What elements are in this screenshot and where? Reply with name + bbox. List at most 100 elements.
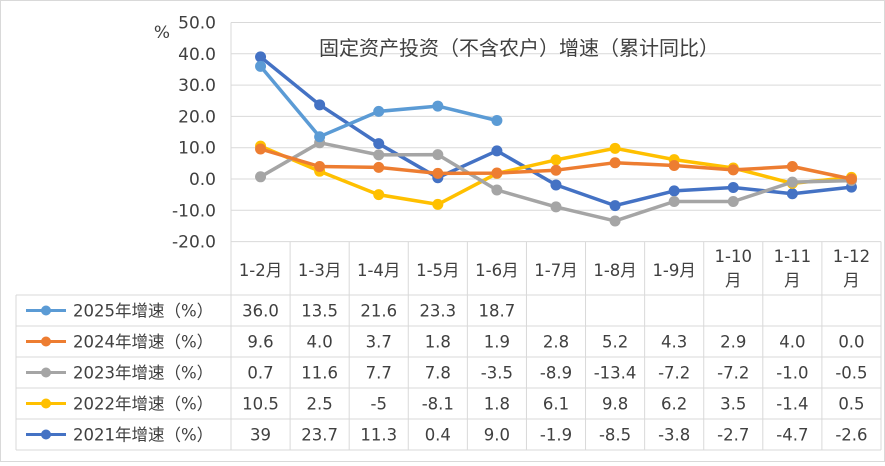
table-cell-value: -1.0 bbox=[776, 364, 808, 383]
data-point bbox=[786, 188, 798, 200]
legend-series-name: 2023年增速（%） bbox=[73, 364, 213, 383]
data-point bbox=[668, 196, 680, 208]
x-category-label: 1-11 bbox=[774, 247, 811, 266]
table-cell-value: 36.0 bbox=[242, 302, 279, 321]
table-cell-value: 2.5 bbox=[307, 395, 333, 414]
legend-key-marker bbox=[41, 336, 51, 347]
data-point bbox=[609, 200, 621, 212]
x-category-label: 1-10 bbox=[715, 247, 752, 266]
data-point bbox=[314, 131, 326, 143]
x-category-label: 1-4月 bbox=[357, 261, 400, 280]
y-tick-label: 20.0 bbox=[178, 107, 216, 127]
data-point bbox=[609, 157, 621, 169]
y-axis-unit: % bbox=[154, 23, 170, 43]
data-point bbox=[491, 167, 503, 179]
data-point bbox=[550, 179, 562, 191]
data-point bbox=[727, 196, 739, 208]
x-category-label: 1-12 bbox=[833, 247, 870, 266]
table-cell-value: -8.1 bbox=[422, 395, 454, 414]
table-cell-value: -2.6 bbox=[835, 426, 867, 445]
table-cell-value: 0.0 bbox=[838, 333, 864, 352]
table-cell-value: -5 bbox=[370, 395, 386, 414]
data-point bbox=[432, 198, 444, 210]
table-cell-value: 4.0 bbox=[307, 333, 333, 352]
data-point bbox=[432, 100, 444, 112]
table-cell-value: -0.5 bbox=[835, 364, 867, 383]
data-point bbox=[373, 105, 385, 117]
table-cell-value: -1.9 bbox=[540, 426, 572, 445]
data-point bbox=[432, 167, 444, 179]
data-point bbox=[432, 149, 444, 161]
data-point bbox=[314, 160, 326, 172]
y-tick-label: -20.0 bbox=[172, 233, 216, 253]
x-category-label: 月 bbox=[843, 271, 860, 290]
data-point bbox=[727, 181, 739, 193]
legend-key-marker bbox=[41, 429, 51, 440]
table-cell-value: 9.0 bbox=[484, 426, 510, 445]
table-cell-value: -8.9 bbox=[540, 364, 572, 383]
table-cell-value: -7.2 bbox=[717, 364, 749, 383]
legend-key-marker bbox=[41, 367, 51, 378]
data-point bbox=[668, 185, 680, 197]
table-cell-value: -3.8 bbox=[658, 426, 690, 445]
data-point bbox=[727, 164, 739, 176]
table-cell-value: 2.9 bbox=[720, 333, 746, 352]
y-tick-label: 10.0 bbox=[178, 139, 216, 159]
table-cell-value: -13.4 bbox=[594, 364, 637, 383]
table-cell-value: -8.5 bbox=[599, 426, 631, 445]
x-category-label: 1-7月 bbox=[534, 261, 577, 280]
table-cell-value: 5.2 bbox=[602, 333, 628, 352]
data-point bbox=[373, 161, 385, 173]
y-tick-label: -10.0 bbox=[172, 201, 216, 221]
legend-key-marker bbox=[41, 398, 51, 409]
table-cell-value: 13.5 bbox=[301, 302, 338, 321]
data-point bbox=[845, 173, 857, 185]
y-tick-label: 50.0 bbox=[178, 14, 216, 34]
x-category-label: 1-8月 bbox=[593, 261, 636, 280]
table-cell-value: 23.7 bbox=[301, 426, 338, 445]
table-cell-value: 4.0 bbox=[779, 333, 805, 352]
table-cell-value: -2.7 bbox=[717, 426, 749, 445]
table-cell-value: 6.2 bbox=[661, 395, 687, 414]
data-point bbox=[373, 138, 385, 150]
data-point bbox=[373, 189, 385, 201]
data-point bbox=[491, 145, 503, 157]
data-point bbox=[255, 51, 267, 63]
data-point bbox=[255, 60, 267, 72]
table-cell-value: -3.5 bbox=[481, 364, 513, 383]
table-cell-value: 1.8 bbox=[425, 333, 451, 352]
table-cell-value: 18.7 bbox=[479, 302, 516, 321]
legend-key-marker bbox=[41, 305, 51, 316]
data-point bbox=[255, 143, 267, 155]
table-cell-value: 4.3 bbox=[661, 333, 687, 352]
data-point bbox=[550, 164, 562, 176]
table-cell-value: 7.8 bbox=[425, 364, 451, 383]
table-cell-value: 11.6 bbox=[301, 364, 338, 383]
y-tick-label: 40.0 bbox=[178, 45, 216, 65]
data-point bbox=[786, 160, 798, 172]
data-point bbox=[373, 149, 385, 161]
legend-series-name: 2021年增速（%） bbox=[73, 426, 213, 445]
data-table: 1-2月 1-3月 1-4月 1-5月 1-6月 1-7月 1-8月 1-9月 1-10 月 1-1… bbox=[15, 22, 882, 451]
data-point bbox=[668, 160, 680, 172]
table-cell-value: 39 bbox=[250, 426, 271, 445]
series-layer bbox=[255, 51, 857, 227]
table-cell-value: 9.6 bbox=[247, 333, 273, 352]
table-cell-value: 0.7 bbox=[247, 364, 273, 383]
data-point bbox=[609, 142, 621, 154]
data-point bbox=[550, 154, 562, 166]
table-cell-value: 11.3 bbox=[360, 426, 397, 445]
table-cell-value: 23.3 bbox=[419, 302, 456, 321]
x-category-label: 1-5月 bbox=[416, 261, 459, 280]
legend-series-name: 2024年增速（%） bbox=[73, 333, 213, 352]
data-point bbox=[491, 184, 503, 196]
legend-series-name: 2022年增速（%） bbox=[73, 395, 213, 414]
table-cell-value: -4.7 bbox=[776, 426, 808, 445]
y-tick-label: 0.0 bbox=[189, 170, 216, 190]
data-point bbox=[786, 176, 798, 188]
table-cell-value: 10.5 bbox=[242, 395, 279, 414]
x-category-label: 1-6月 bbox=[475, 261, 518, 280]
y-tick-label: 30.0 bbox=[178, 76, 216, 96]
